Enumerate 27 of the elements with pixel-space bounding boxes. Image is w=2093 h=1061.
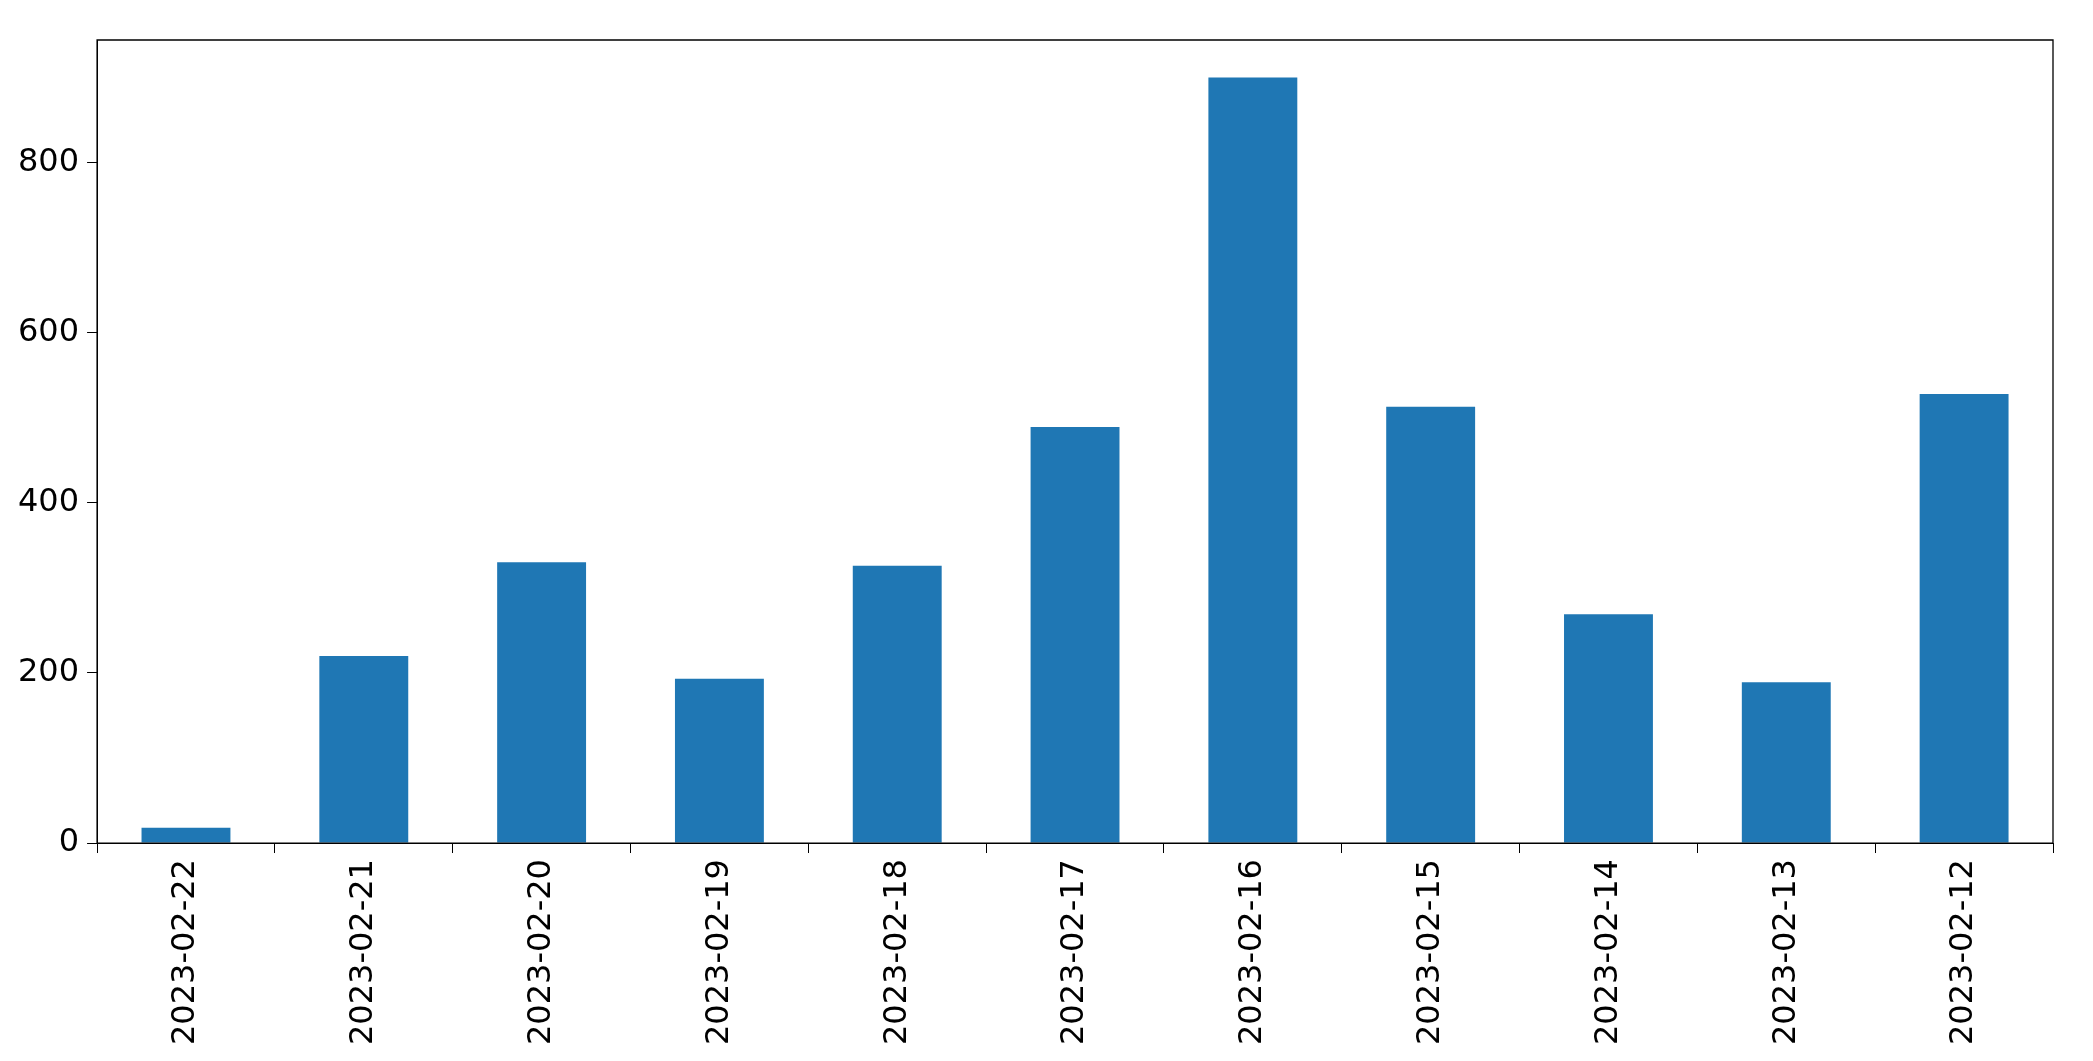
x-tick-label: 2023-02-17	[1053, 859, 1092, 1045]
x-tick-label: 2023-02-16	[1231, 859, 1270, 1045]
bar	[1030, 427, 1120, 843]
x-tick-label: 2023-02-14	[1586, 859, 1625, 1045]
x-tick-label: 2023-02-15	[1408, 859, 1447, 1045]
bar	[1564, 614, 1653, 843]
x-tick-label: 2023-02-20	[519, 859, 558, 1045]
bar	[852, 565, 942, 843]
bar	[319, 655, 409, 843]
bar	[1741, 682, 1831, 843]
bar	[1208, 77, 1298, 843]
x-tick-label: 2023-02-18	[875, 859, 914, 1045]
x-tick-label: 2023-02-12	[1942, 859, 1981, 1045]
x-tick-label: 2023-02-13	[1764, 859, 1803, 1045]
y-tick-label: 800	[18, 140, 80, 179]
y-tick-label: 0	[58, 821, 80, 860]
bar	[141, 827, 231, 843]
bar	[497, 562, 587, 843]
x-tick-label: 2023-02-19	[697, 859, 736, 1045]
y-tick-label: 400	[18, 481, 80, 520]
x-tick-label: 2023-02-21	[342, 859, 381, 1045]
y-tick-label: 200	[18, 651, 80, 690]
x-tick-label: 2023-02-22	[164, 859, 203, 1045]
bar	[1386, 406, 1476, 843]
bar	[1919, 393, 2009, 843]
bar	[674, 678, 764, 843]
y-tick-label: 600	[18, 310, 80, 349]
